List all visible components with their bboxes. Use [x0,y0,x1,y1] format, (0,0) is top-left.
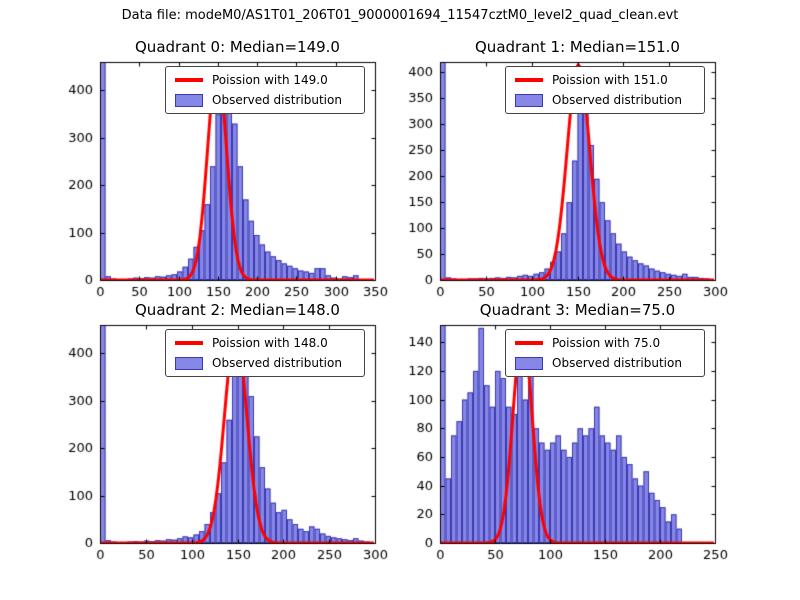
legend-entry-poisson: Poission with 75.0 [515,336,695,350]
legend-entry-observed: Observed distribution [515,356,695,370]
legend-label-observed: Observed distribution [212,93,342,107]
subplot-title-quadrant-1: Quadrant 1: Median=151.0 [475,38,680,56]
observed-distribution-swatch [175,356,203,370]
poisson-curve-swatch [515,341,543,345]
legend-quadrant-1: Poission with 151.0 Observed distributio… [505,66,705,114]
legend-label-observed: Observed distribution [212,356,342,370]
figure-title: Data file: modeM0/AS1T01_206T01_90000016… [121,8,679,23]
poisson-curve-swatch [515,78,543,82]
subplot-title-quadrant-3: Quadrant 3: Median=75.0 [479,301,676,319]
observed-distribution-swatch [515,356,543,370]
legend-entry-poisson: Poission with 148.0 [175,336,355,350]
legend-label-poisson: Poission with 75.0 [552,336,661,350]
legend-quadrant-3: Poission with 75.0 Observed distribution [505,329,705,377]
subplot-title-quadrant-0: Quadrant 0: Median=149.0 [135,38,340,56]
legend-entry-poisson: Poission with 151.0 [515,73,695,87]
poisson-curve-swatch [175,341,203,345]
legend-label-poisson: Poission with 149.0 [212,73,328,87]
legend-label-poisson: Poission with 148.0 [212,336,328,350]
poisson-curve-swatch [175,78,203,82]
observed-distribution-swatch [175,93,203,107]
legend-entry-observed: Observed distribution [175,93,355,107]
legend-label-observed: Observed distribution [552,93,682,107]
legend-quadrant-0: Poission with 149.0 Observed distributio… [165,66,365,114]
legend-label-observed: Observed distribution [552,356,682,370]
legend-entry-poisson: Poission with 149.0 [175,73,355,87]
legend-entry-observed: Observed distribution [175,356,355,370]
legend-entry-observed: Observed distribution [515,93,695,107]
legend-label-poisson: Poission with 151.0 [552,73,668,87]
observed-distribution-swatch [515,93,543,107]
legend-quadrant-2: Poission with 148.0 Observed distributio… [165,329,365,377]
subplot-title-quadrant-2: Quadrant 2: Median=148.0 [135,301,340,319]
